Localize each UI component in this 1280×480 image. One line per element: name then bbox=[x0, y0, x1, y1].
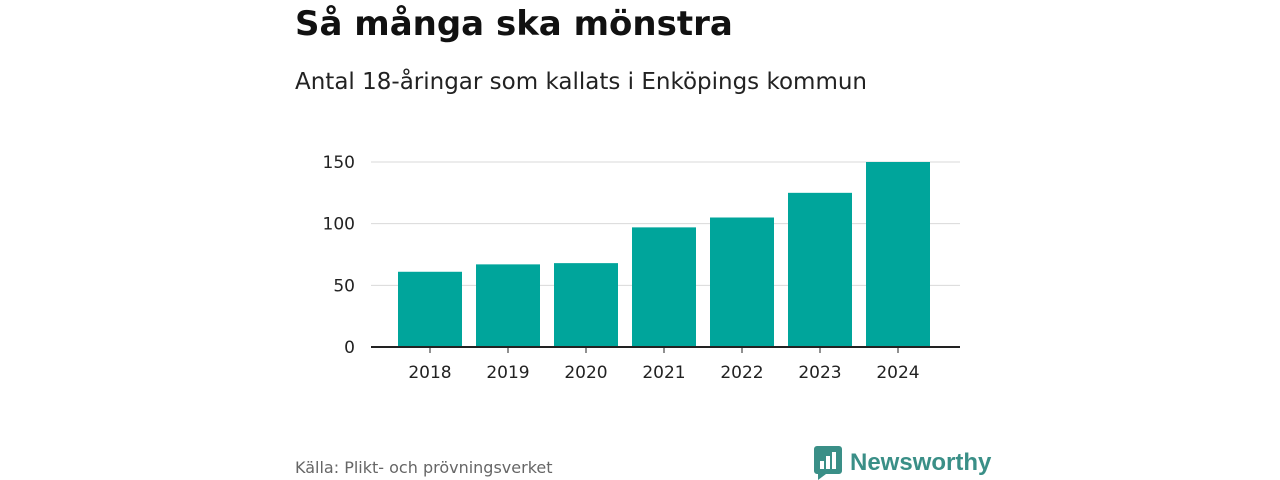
chart-title: Så många ska mönstra bbox=[295, 4, 733, 44]
x-tick-label: 2021 bbox=[642, 363, 685, 383]
bar bbox=[866, 162, 930, 347]
bar-chart: 0 50 100 150 2018 2019 2020 2021 2022 2023 2024 bbox=[323, 153, 960, 383]
bar bbox=[476, 264, 540, 347]
chart-card: Så många ska mönstra Antal 18-åringar so… bbox=[295, 0, 991, 480]
y-tick-label: 100 bbox=[323, 215, 355, 235]
x-tick-label: 2019 bbox=[486, 363, 529, 383]
bar bbox=[788, 192, 852, 347]
x-tick-label: 2022 bbox=[720, 363, 763, 383]
chart-subtitle: Antal 18-åringar som kallats i Enköpings… bbox=[295, 69, 868, 95]
bar bbox=[554, 263, 618, 347]
brand-name: Newsworthy bbox=[850, 449, 992, 476]
bar bbox=[398, 271, 462, 347]
y-tick-label: 50 bbox=[333, 276, 355, 296]
bar-chart-logo-icon bbox=[814, 446, 842, 480]
y-tick-label: 150 bbox=[323, 153, 355, 173]
x-tick-label: 2020 bbox=[564, 363, 607, 383]
x-tick-label: 2018 bbox=[408, 363, 451, 383]
bar bbox=[632, 227, 696, 347]
y-tick-label: 0 bbox=[344, 338, 355, 358]
x-tick-label: 2024 bbox=[876, 363, 919, 383]
brand-logo: Newsworthy bbox=[814, 446, 991, 480]
bar bbox=[710, 217, 774, 347]
x-tick-label: 2023 bbox=[798, 363, 841, 383]
source-note: Källa: Plikt- och prövningsverket bbox=[295, 458, 553, 477]
